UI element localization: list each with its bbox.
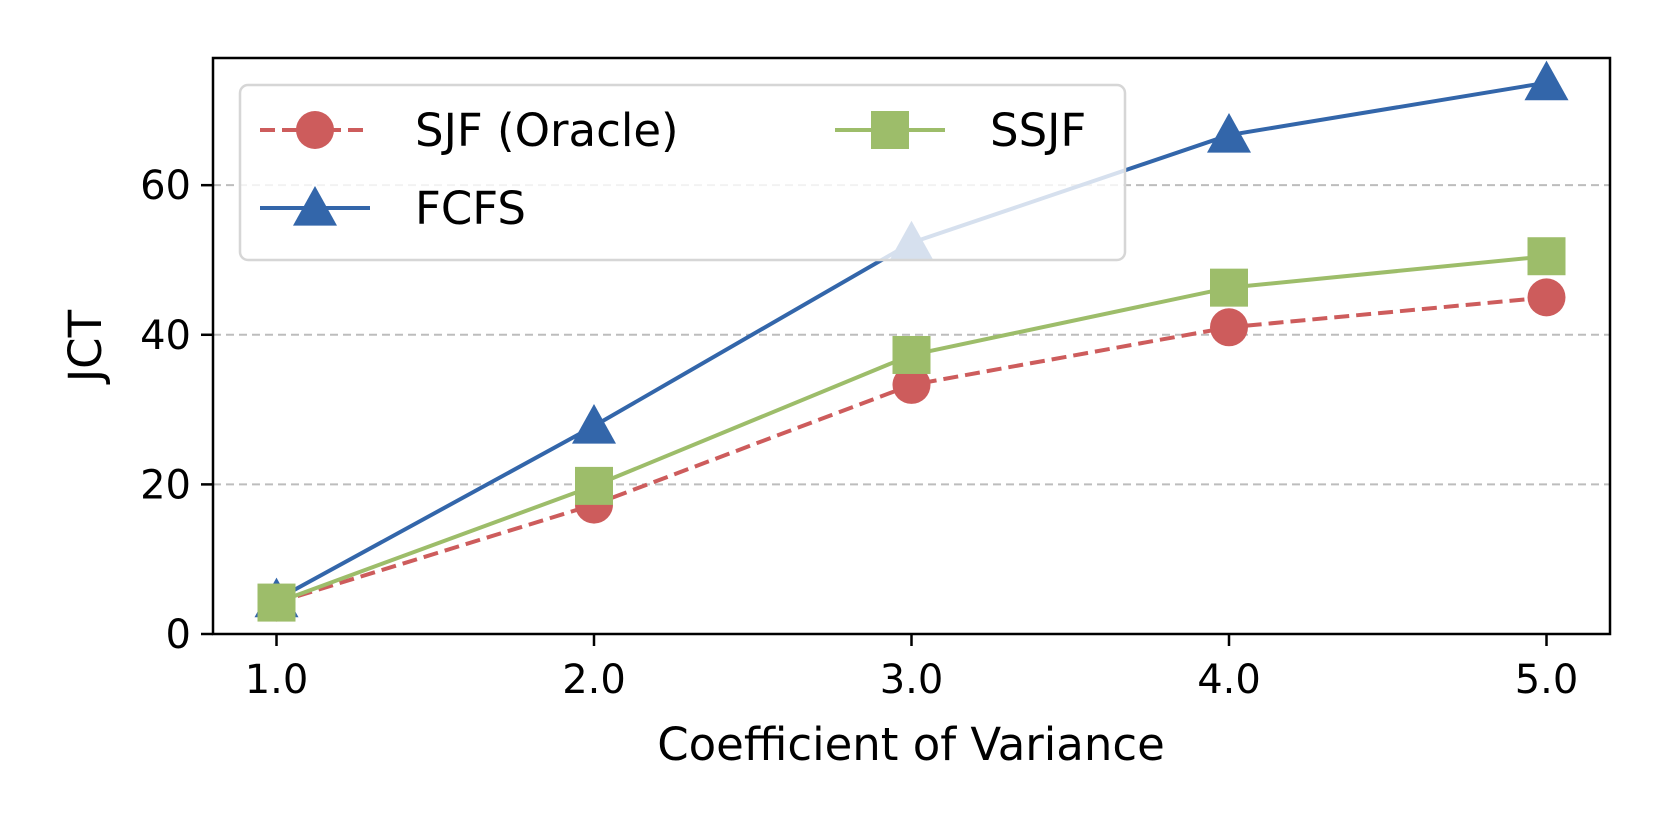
legend: SJF (Oracle) FCFS SSJF xyxy=(238,83,1127,262)
data-point xyxy=(1527,278,1566,317)
data-point xyxy=(572,404,616,444)
y-axis-title: JCT xyxy=(59,309,112,385)
x-tick-label: 2.0 xyxy=(562,657,626,703)
legend-item: SJF (Oracle) xyxy=(260,104,679,157)
x-tick-label: 5.0 xyxy=(1515,657,1579,703)
legend-marker xyxy=(871,111,909,149)
series-2 xyxy=(257,237,1566,622)
data-point xyxy=(257,583,296,622)
data-point xyxy=(892,335,931,374)
legend-label: SJF (Oracle) xyxy=(415,104,679,157)
data-point xyxy=(892,365,931,404)
y-tick-label: 0 xyxy=(166,612,191,658)
axes: 0 20 40 60 1.0 2.0 3.0 4.0 5.0 xyxy=(140,163,1578,703)
data-point xyxy=(1524,60,1569,101)
grid-lines xyxy=(213,184,1610,486)
x-axis-title: Coefficient of Variance xyxy=(657,718,1165,771)
x-tick-label: 1.0 xyxy=(245,657,309,703)
y-tick-label: 40 xyxy=(140,313,191,359)
x-tick-label: 4.0 xyxy=(1197,657,1261,703)
legend-label: FCFS xyxy=(415,182,526,235)
y-tick-label: 60 xyxy=(140,163,191,209)
legend-label: SSJF xyxy=(990,104,1086,157)
series-0 xyxy=(257,278,1566,622)
data-point xyxy=(1210,308,1248,347)
legend-marker xyxy=(293,186,337,226)
legend-item: SSJF xyxy=(835,104,1086,157)
x-tick-label: 3.0 xyxy=(880,657,944,703)
series-line xyxy=(275,254,1547,605)
legend-marker xyxy=(296,111,334,149)
data-point xyxy=(1207,113,1251,153)
data-point xyxy=(575,466,613,505)
y-tick-label: 20 xyxy=(140,462,191,508)
data-point xyxy=(1210,268,1248,307)
legend-item: FCFS xyxy=(260,182,526,235)
data-point xyxy=(1527,237,1566,276)
